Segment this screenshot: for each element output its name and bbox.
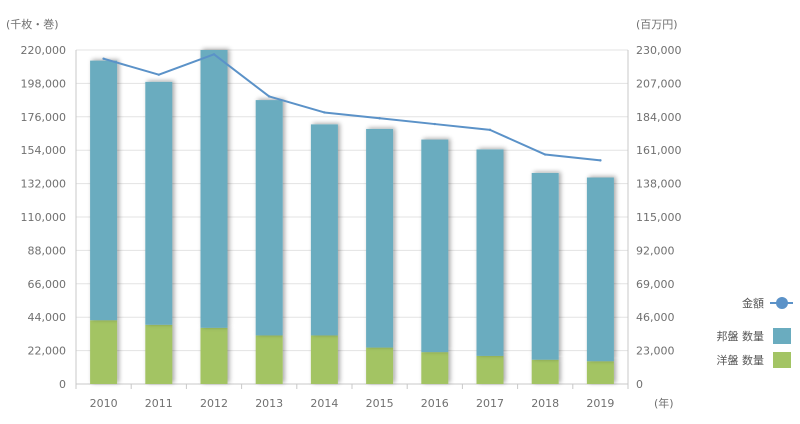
line-point <box>268 95 271 98</box>
x-tick-label: 2013 <box>255 397 283 410</box>
legend-marker <box>776 297 788 309</box>
bar-segment <box>310 335 338 384</box>
y-right-unit: (百万円) <box>636 18 678 31</box>
bar-segment <box>200 327 228 384</box>
y-left-tick-label: 88,000 <box>28 244 67 257</box>
x-tick-label: 2017 <box>476 397 504 410</box>
bar-segment <box>255 100 283 336</box>
y-right-tick-label: 115,000 <box>636 211 682 224</box>
bar-segment <box>255 335 283 384</box>
bar-segment <box>586 177 614 362</box>
y-right-tick-label: 184,000 <box>636 111 682 124</box>
line-point <box>433 122 436 126</box>
x-tick-label: 2016 <box>421 397 449 410</box>
y-right-tick-label: 230,000 <box>636 44 682 57</box>
bar-segment <box>145 81 173 325</box>
line-point <box>212 53 216 56</box>
legend-label: 金額 <box>742 296 764 310</box>
x-axis: 2010 2011 2012 2013 2014 2015 2016 2017 2018 2019… <box>75 384 674 410</box>
y-left-tick-label: 44,000 <box>28 311 67 324</box>
x-tick-label: 2019 <box>586 397 614 410</box>
bar-segment <box>531 172 559 360</box>
line-point <box>157 73 160 76</box>
y-right-tick-label: 46,000 <box>636 311 675 324</box>
y-right-tick-label: 138,000 <box>636 178 682 191</box>
bar-segment <box>366 347 394 384</box>
x-tick-label: 2018 <box>531 397 559 410</box>
bar-segment <box>421 139 449 353</box>
y-left-tick-label: 176,000 <box>21 111 67 124</box>
bar-segment <box>531 359 559 384</box>
line-point <box>323 111 326 114</box>
y-right-tick-label: 207,000 <box>636 77 682 90</box>
x-tick-label: 2015 <box>366 397 394 410</box>
bar-segment <box>586 361 614 384</box>
bar-segment <box>310 124 338 336</box>
y-right-tick-label: 0 <box>636 378 643 391</box>
legend-label: 洋盤 数量 <box>717 353 765 367</box>
x-unit: (年) <box>654 396 674 410</box>
bar-segment <box>366 128 394 348</box>
y-left-tick-label: 22,000 <box>28 345 67 358</box>
line-point <box>488 128 492 132</box>
line-point <box>544 153 547 156</box>
bar-segment <box>476 355 504 384</box>
line-point <box>378 117 381 120</box>
y-right-tick-label: 69,000 <box>636 278 675 291</box>
y-left-unit: (千枚・巻) <box>6 17 59 31</box>
bar-segment <box>200 50 228 328</box>
y-left-tick-label: 220,000 <box>21 44 67 57</box>
line-series-amount <box>103 53 601 162</box>
y-left-tick-label: 66,000 <box>28 278 67 291</box>
x-tick-label: 2010 <box>90 397 118 410</box>
line-point <box>599 159 602 162</box>
legend-swatch <box>773 352 791 368</box>
y-right-tick-label: 161,000 <box>636 144 682 157</box>
y-axis-right: 0 23,000 46,000 69,000 92,000 115,000 138,000 1… <box>636 18 682 391</box>
y-left-tick-label: 110,000 <box>21 211 67 224</box>
y-left-tick-label: 198,000 <box>21 77 67 90</box>
bar-segment <box>476 149 504 356</box>
y-right-tick-label: 92,000 <box>636 244 675 257</box>
y-left-tick-label: 132,000 <box>21 178 67 191</box>
bar-segment <box>90 60 118 321</box>
bar-segment <box>421 352 449 384</box>
y-axis-left: 0 22,000 44,000 66,000 88,000 110,000 132,000 1… <box>6 17 66 391</box>
y-left-tick-label: 154,000 <box>21 144 67 157</box>
legend-swatch <box>773 328 791 344</box>
y-right-tick-label: 23,000 <box>636 345 675 358</box>
bars <box>90 50 614 384</box>
x-tick-label: 2014 <box>310 397 338 410</box>
bar-segment <box>145 324 173 384</box>
line-point <box>102 57 105 60</box>
legend-label: 邦盤 数量 <box>717 330 765 343</box>
bar-segment <box>90 320 118 384</box>
x-tick-label: 2011 <box>145 397 173 410</box>
y-left-tick-label: 0 <box>59 378 66 391</box>
x-tick-label: 2012 <box>200 397 228 410</box>
